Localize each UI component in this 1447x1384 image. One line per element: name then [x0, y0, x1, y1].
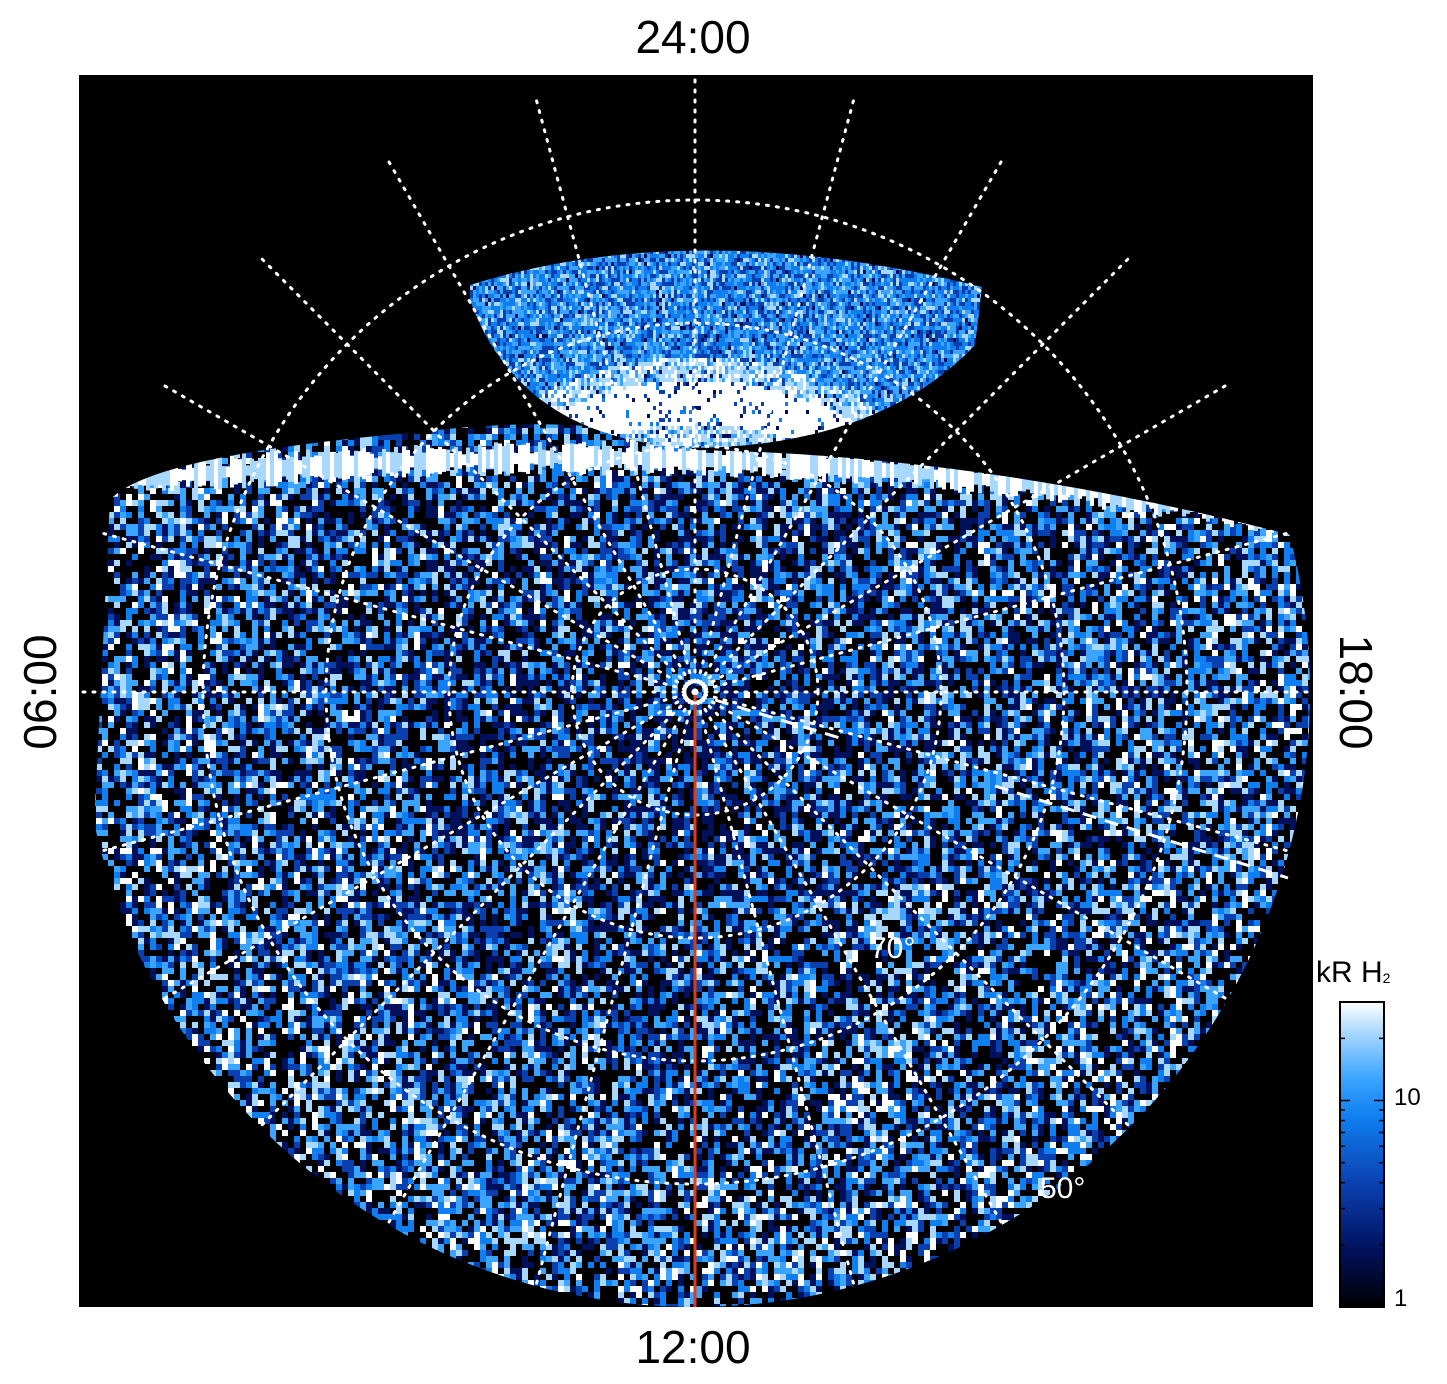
mlt-meridian [99, 531, 697, 694]
colorbar-title: kR H2 [1316, 958, 1390, 988]
mlt-meridian [386, 157, 697, 694]
mlt-meridian [258, 690, 697, 1129]
mlt-meridian [160, 690, 697, 1001]
colorbar-tick-1: 1 [1394, 1287, 1407, 1311]
mlt-meridian [693, 157, 1004, 694]
mlt-meridian [99, 690, 697, 853]
pole-dot [692, 689, 698, 695]
latitude-circle [447, 444, 943, 940]
mlt-meridian [693, 96, 856, 694]
dashed-boundary-outer [994, 784, 1289, 880]
mlt-meridian [693, 690, 1230, 1001]
mlt-meridian [160, 383, 697, 694]
mlt-meridian [534, 690, 697, 1288]
mlt-meridian [258, 255, 697, 694]
mlt-meridian [693, 383, 1230, 694]
mlt-meridian [693, 255, 1132, 694]
colorbar-tick-10: 10 [1394, 1086, 1421, 1110]
latitude-label-70: 70° [870, 932, 915, 965]
polar-grid [79, 75, 1312, 1307]
pole-marker-icon [682, 679, 708, 705]
mlt-meridian [386, 690, 697, 1227]
mlt-label-12: 12:00 [635, 1324, 750, 1370]
mlt-meridian [693, 690, 856, 1288]
colorbar [1339, 1001, 1385, 1308]
colorbar-minor-ticks [1340, 1001, 1384, 1308]
mlt-meridian [693, 690, 1132, 1129]
latitude-label-50: 50° [1040, 1172, 1085, 1205]
mlt-meridian [693, 690, 1291, 853]
mlt-meridian [693, 690, 1004, 1227]
mlt-meridian [693, 531, 1291, 694]
mlt-label-24: 24:00 [635, 14, 750, 60]
mlt-meridian [534, 96, 697, 694]
